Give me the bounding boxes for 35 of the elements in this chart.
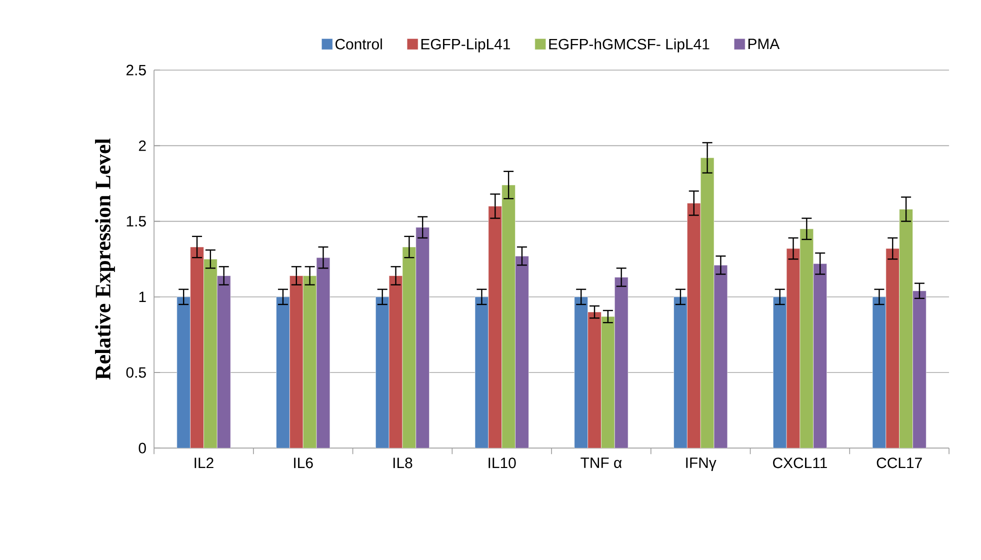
- bar: [416, 227, 430, 448]
- bar: [813, 263, 827, 448]
- legend-label: Control: [336, 38, 382, 50]
- y-tick-label: 1: [139, 292, 146, 302]
- y-tick-label: 0: [138, 442, 146, 454]
- bar: [474, 296, 489, 448]
- x-tick-label: TNF α: [580, 458, 622, 468]
- x-tick-label: IL2: [194, 458, 214, 468]
- x-tick-label: IL6: [294, 458, 313, 468]
- bar: [515, 256, 529, 448]
- y-tick-label: 0.5: [126, 367, 146, 378]
- bar: [872, 296, 886, 448]
- bar: [276, 296, 290, 448]
- bar: [375, 296, 390, 448]
- y-tick-label: 1.5: [126, 216, 146, 227]
- x-tick-label: IL10: [488, 458, 516, 468]
- x-tick-label: CXCL11: [773, 458, 827, 468]
- legend-label: PMA: [748, 38, 780, 50]
- bar: [574, 296, 588, 448]
- x-tick-label: IFNγ: [686, 458, 716, 471]
- bar: [674, 296, 688, 448]
- legend-label: EGFP-hGMCSF- LipL41: [549, 38, 710, 52]
- bar: [912, 290, 926, 448]
- x-tick-label: CCL17: [876, 458, 922, 468]
- y-tick-label: 2.5: [126, 64, 146, 76]
- x-tick-label: IL8: [393, 458, 412, 468]
- bar: [176, 296, 190, 448]
- bar: [316, 257, 330, 448]
- bar: [216, 276, 231, 448]
- bar: [772, 296, 787, 448]
- bar: [614, 277, 628, 448]
- bar: [714, 264, 728, 448]
- y-axis-title: Relative Expression Level: [95, 138, 115, 380]
- y-tick-label: 2: [138, 140, 146, 151]
- legend-label: EGFP-LipL41: [421, 38, 510, 52]
